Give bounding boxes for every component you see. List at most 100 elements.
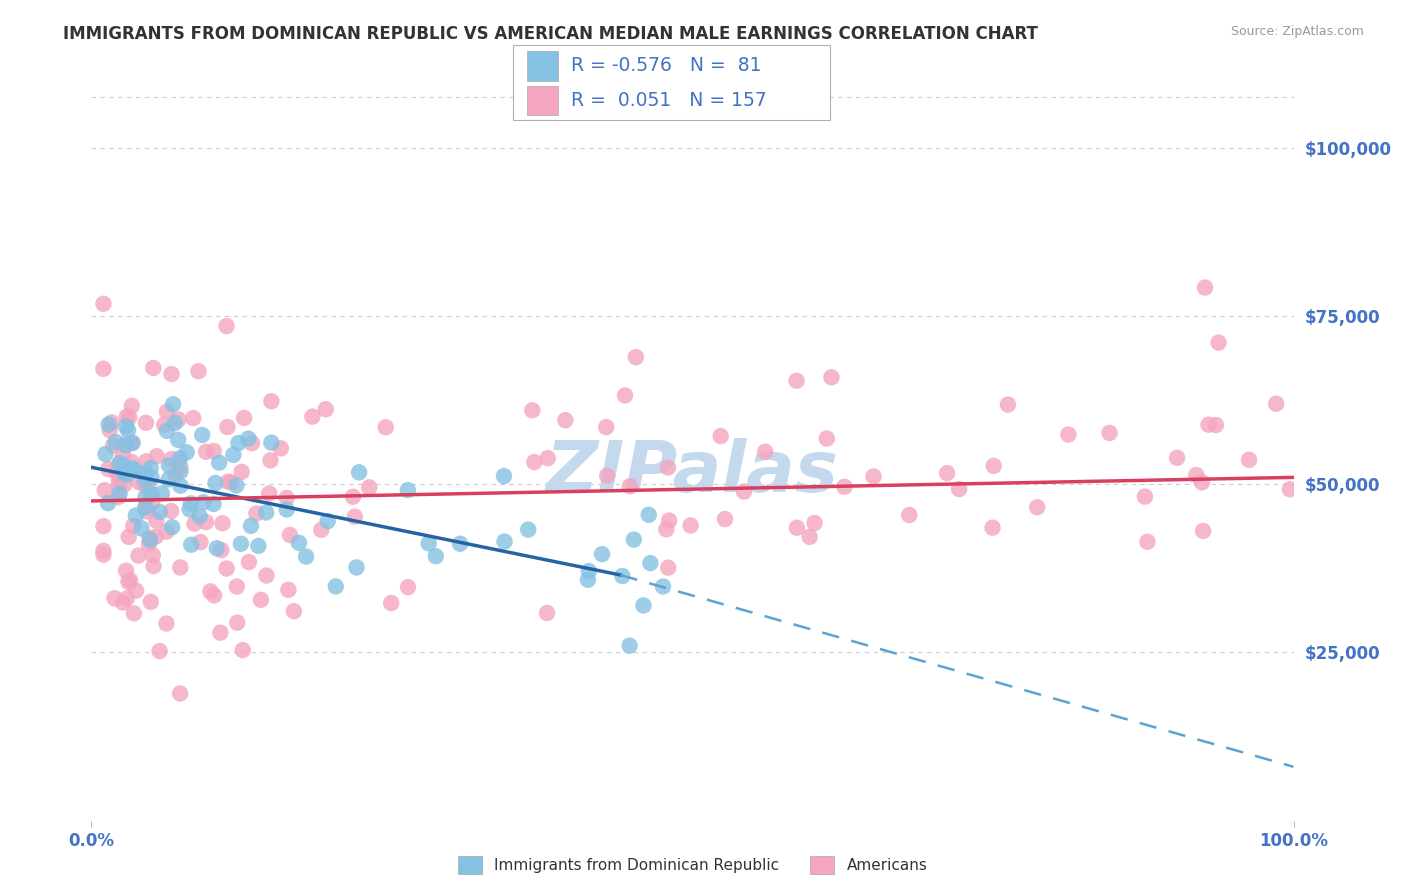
Point xyxy=(494,534,516,549)
Point xyxy=(128,475,150,490)
Point xyxy=(301,409,323,424)
Point xyxy=(145,529,167,543)
Point xyxy=(1185,468,1208,483)
Point xyxy=(820,370,842,384)
Point xyxy=(209,543,232,558)
Text: R = -0.576   N =  81: R = -0.576 N = 81 xyxy=(571,56,761,75)
Point xyxy=(127,549,149,563)
Point xyxy=(169,686,191,700)
Point xyxy=(250,592,273,607)
Point xyxy=(132,476,155,491)
Point xyxy=(167,433,190,447)
Point xyxy=(1205,417,1227,432)
Point xyxy=(614,388,637,402)
Point xyxy=(311,523,333,537)
Point xyxy=(754,444,776,458)
Point xyxy=(1166,450,1188,465)
Point xyxy=(97,417,120,432)
Point xyxy=(122,519,145,533)
Point xyxy=(208,456,231,470)
Point xyxy=(276,491,298,505)
Point xyxy=(658,514,681,528)
Point xyxy=(862,469,884,483)
Point xyxy=(107,479,129,493)
Text: IMMIGRANTS FROM DOMINICAN REPUBLIC VS AMERICAN MEDIAN MALE EARNINGS CORRELATION : IMMIGRANTS FROM DOMINICAN REPUBLIC VS AM… xyxy=(63,25,1038,43)
Point xyxy=(115,467,138,482)
Point xyxy=(135,454,157,468)
Point xyxy=(225,580,247,594)
Point xyxy=(169,560,191,574)
Point xyxy=(122,607,145,621)
Point xyxy=(141,487,163,501)
Point xyxy=(270,442,292,456)
Point xyxy=(231,465,253,479)
Point xyxy=(160,504,183,518)
Point xyxy=(247,539,270,553)
Point xyxy=(114,438,136,452)
Point xyxy=(1133,490,1156,504)
Point xyxy=(202,588,225,602)
Point xyxy=(257,486,280,500)
Point xyxy=(136,504,159,518)
Point xyxy=(256,568,278,582)
Point xyxy=(449,537,471,551)
Point xyxy=(245,507,267,521)
Point xyxy=(799,530,821,544)
Point xyxy=(193,495,215,509)
Point xyxy=(209,625,232,640)
Point xyxy=(135,416,157,430)
Point xyxy=(142,549,165,563)
Point xyxy=(112,458,135,473)
Point xyxy=(640,556,662,570)
Point xyxy=(100,415,122,429)
Point xyxy=(118,410,141,425)
Point xyxy=(180,496,202,510)
Point xyxy=(1208,335,1230,350)
Point xyxy=(346,560,368,574)
Point xyxy=(98,423,121,437)
Point xyxy=(612,569,634,583)
Point xyxy=(205,541,228,556)
Point xyxy=(121,461,143,475)
Point xyxy=(655,522,678,536)
Text: Source: ZipAtlas.com: Source: ZipAtlas.com xyxy=(1230,25,1364,38)
Point xyxy=(228,436,250,450)
Point xyxy=(623,533,645,547)
Point xyxy=(596,468,619,483)
Point xyxy=(283,604,305,618)
Point xyxy=(180,538,202,552)
Point xyxy=(343,509,366,524)
Point xyxy=(418,536,440,550)
Point xyxy=(595,420,617,434)
Point xyxy=(169,479,191,493)
Point xyxy=(948,482,970,496)
Point xyxy=(162,397,184,411)
Point xyxy=(93,519,115,533)
Point xyxy=(194,515,217,529)
Point xyxy=(108,486,131,500)
Point xyxy=(160,367,183,381)
Point xyxy=(141,495,163,509)
Point xyxy=(786,521,808,535)
Point xyxy=(517,523,540,537)
Point xyxy=(834,480,856,494)
Point xyxy=(118,530,141,544)
Point xyxy=(115,591,138,606)
Point xyxy=(983,458,1005,473)
Point xyxy=(1278,483,1301,497)
Point xyxy=(315,402,337,417)
Point xyxy=(619,479,641,493)
Point xyxy=(125,508,148,523)
Point xyxy=(202,444,225,458)
Point xyxy=(134,500,156,515)
Point xyxy=(492,469,515,483)
Point xyxy=(136,480,159,494)
Point xyxy=(619,639,641,653)
Point xyxy=(101,439,124,453)
Point xyxy=(239,518,262,533)
Legend: Immigrants from Dominican Republic, Americans: Immigrants from Dominican Republic, Amer… xyxy=(451,850,934,880)
Point xyxy=(179,502,201,516)
Point xyxy=(142,559,165,574)
Point xyxy=(202,497,225,511)
Point xyxy=(1136,534,1159,549)
